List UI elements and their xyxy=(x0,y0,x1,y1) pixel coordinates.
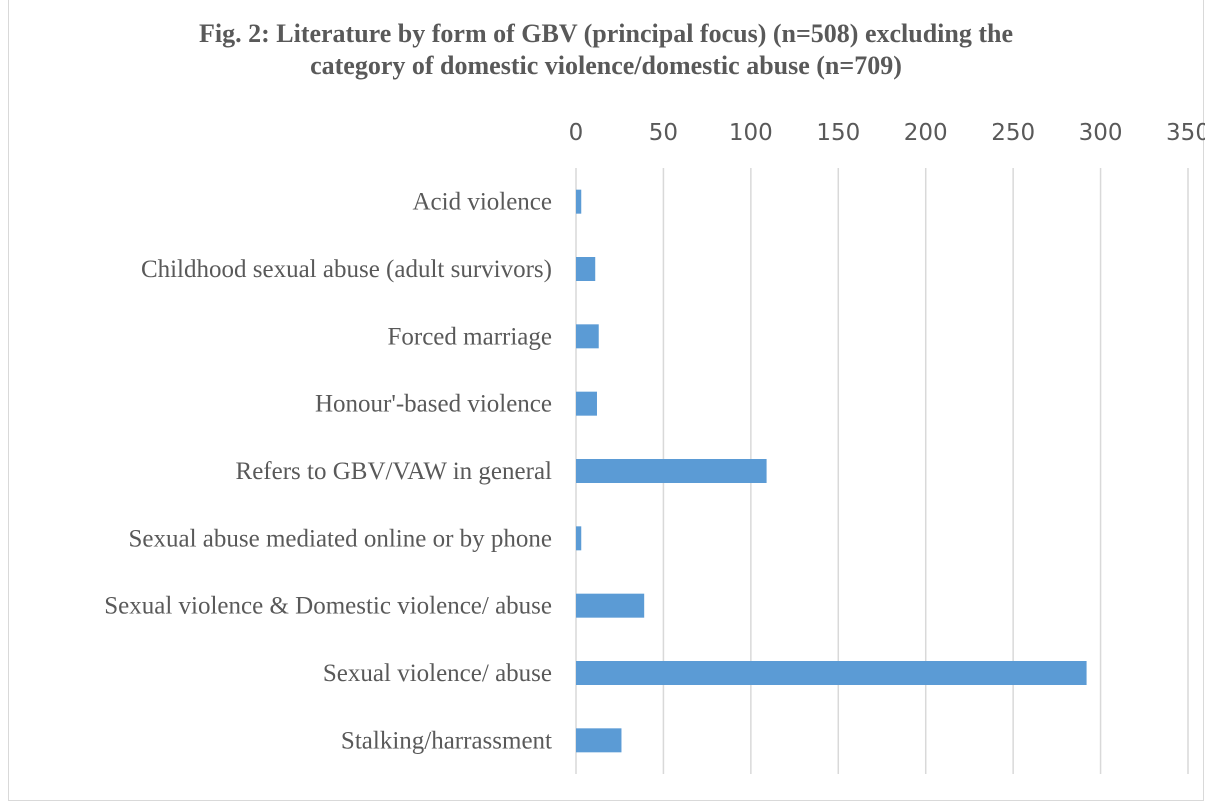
category-label: Refers to GBV/VAW in general xyxy=(236,458,553,485)
bar xyxy=(576,593,645,618)
bar xyxy=(576,257,596,281)
chart-title-line-2: category of domestic violence/domestic a… xyxy=(310,51,902,80)
x-tick-label: 200 xyxy=(904,120,948,146)
bar xyxy=(576,661,1087,685)
category-label: Acid violence xyxy=(412,189,552,216)
category-label: Stalking/harrassment xyxy=(341,727,552,754)
x-tick-label: 0 xyxy=(569,120,584,146)
category-labels: Acid violence Childhood sexual abuse (adu… xyxy=(104,189,552,755)
bar xyxy=(576,728,622,753)
x-tick-label: 350 xyxy=(1166,120,1205,146)
category-label: Sexual abuse mediated online or by phone xyxy=(129,525,553,552)
bar xyxy=(576,526,582,551)
bar-chart-plot: 0 50 100 150 200 250 300 350 Acid violence Child… xyxy=(104,120,1205,774)
chart-title-line-1: Fig. 2: Literature by form of GBV (princ… xyxy=(198,19,1014,48)
bar xyxy=(576,459,767,483)
x-tick-label: 250 xyxy=(991,120,1035,146)
x-tick-label: 50 xyxy=(649,120,678,146)
x-axis-ticks: 0 50 100 150 200 250 300 350 xyxy=(569,120,1205,146)
bar xyxy=(576,324,599,349)
bars xyxy=(576,189,1087,753)
x-tick-label: 300 xyxy=(1079,120,1123,146)
category-label: Honour'-based violence xyxy=(315,391,552,418)
x-tick-label: 100 xyxy=(729,120,773,146)
bar xyxy=(576,189,582,214)
chart-frame: Fig. 2: Literature by form of GBV (princ… xyxy=(8,0,1205,801)
chart-title: Fig. 2: Literature by form of GBV (princ… xyxy=(9,18,1203,82)
bar xyxy=(576,391,597,416)
category-label: Sexual violence & Domestic violence/ abu… xyxy=(104,593,552,620)
x-tick-label: 150 xyxy=(816,120,860,146)
category-label: Childhood sexual abuse (adult survivors) xyxy=(141,256,552,283)
category-label: Sexual violence/ abuse xyxy=(323,660,552,687)
category-label: Forced marriage xyxy=(387,323,552,350)
